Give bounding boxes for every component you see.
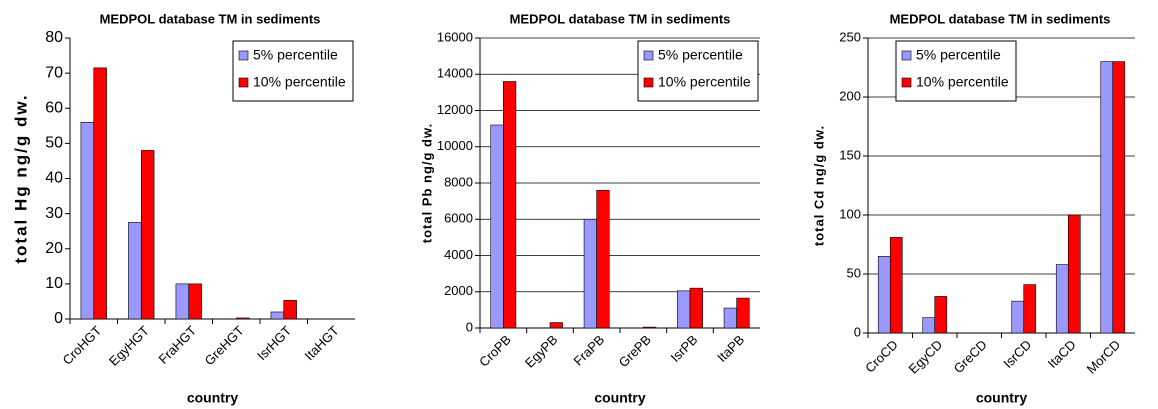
bar xyxy=(235,317,250,320)
bar xyxy=(549,322,563,329)
bar xyxy=(283,300,297,320)
bar xyxy=(175,283,190,320)
y-tick-label: 100 xyxy=(839,206,861,221)
y-tick-label: 10000 xyxy=(437,138,473,153)
legend-box xyxy=(895,40,1017,102)
y-tick-label: 8000 xyxy=(444,174,473,189)
bar xyxy=(1067,214,1081,334)
y-tick-label: 10 xyxy=(45,275,63,292)
y-tick-label: 50 xyxy=(847,265,861,280)
y-tick-label: 2000 xyxy=(444,283,473,298)
y-tick-label: 20 xyxy=(45,240,63,257)
x-axis-label: country xyxy=(594,390,646,406)
legend-label: 10% percentile xyxy=(658,74,751,90)
y-axis-label: total Pb ng/g dw. xyxy=(419,123,434,244)
bar xyxy=(1023,284,1037,334)
y-tick-label: 80 xyxy=(45,29,63,46)
x-tick-label: EgyPB xyxy=(522,332,561,371)
x-tick-label: EgyCD xyxy=(906,337,946,377)
bar xyxy=(889,237,903,334)
legend-swatch xyxy=(643,50,654,61)
x-tick-label: IsrHGT xyxy=(254,323,294,363)
legend-box xyxy=(637,40,759,102)
legend-label: 5% percentile xyxy=(658,47,743,63)
bar xyxy=(689,287,703,329)
bar xyxy=(736,297,750,329)
bar xyxy=(1112,61,1126,334)
x-tick-label: ItaHGT xyxy=(302,323,342,363)
y-tick-label: 70 xyxy=(45,64,63,81)
y-tick-label: 250 xyxy=(839,29,861,44)
legend-swatch xyxy=(238,50,249,61)
y-tick-label: 50 xyxy=(45,135,63,152)
legend-label: 10% percentile xyxy=(253,74,346,90)
x-tick-label: ItaPB xyxy=(714,332,747,365)
x-tick-label: GrePB xyxy=(616,332,654,370)
bar xyxy=(934,296,948,334)
legend-swatch xyxy=(901,77,912,88)
bar xyxy=(270,311,285,320)
x-tick-label: FraHGT xyxy=(155,323,199,367)
chart-title: MEDPOL database TM in sediments xyxy=(100,11,321,26)
x-tick-label: GreHGT xyxy=(201,323,246,368)
y-tick-label: 40 xyxy=(45,170,63,187)
x-axis-label: country xyxy=(976,390,1028,406)
bar xyxy=(80,122,95,320)
bar xyxy=(93,67,107,320)
legend-swatch xyxy=(901,50,912,61)
bar xyxy=(723,307,737,329)
y-tick-label: 200 xyxy=(839,88,861,103)
bar xyxy=(1100,61,1114,334)
bar xyxy=(922,317,936,334)
y-tick-label: 4000 xyxy=(444,247,473,262)
bar xyxy=(1055,264,1069,334)
x-tick-label: ItaCD xyxy=(1045,337,1079,371)
y-tick-label: 6000 xyxy=(444,211,473,226)
y-tick-label: 12000 xyxy=(437,102,473,117)
chart-title: MEDPOL database TM in sediments xyxy=(890,11,1111,26)
bar xyxy=(596,189,610,329)
y-axis-label: total Hg ng/g dw. xyxy=(11,93,30,263)
x-tick-label: CroPB xyxy=(476,332,514,370)
bar xyxy=(583,218,597,329)
legend-label: 5% percentile xyxy=(916,47,1001,63)
bar xyxy=(1011,300,1025,334)
x-tick-label: CroCD xyxy=(862,337,901,376)
y-tick-label: 30 xyxy=(45,205,63,222)
bar xyxy=(188,283,202,320)
legend-label: 10% percentile xyxy=(916,74,1009,90)
x-tick-label: EgyHGT xyxy=(106,323,152,369)
y-tick-label: 0 xyxy=(466,319,473,334)
y-tick-label: 150 xyxy=(839,147,861,162)
bar xyxy=(677,290,691,329)
x-tick-label: GreCD xyxy=(951,337,990,376)
bar xyxy=(643,326,657,329)
legend-label: 5% percentile xyxy=(253,47,338,63)
x-tick-label: MorCD xyxy=(1084,337,1124,377)
bar xyxy=(503,81,517,329)
bar xyxy=(490,124,504,329)
chart-title: MEDPOL database TM in sediments xyxy=(510,11,731,26)
legend-swatch xyxy=(643,77,654,88)
y-tick-label: 14000 xyxy=(437,66,473,81)
bar xyxy=(877,255,891,334)
y-axis-label: total Cd ng/g dw. xyxy=(811,125,826,246)
legend-swatch xyxy=(238,77,249,88)
x-tick-label: IsrPB xyxy=(667,332,700,365)
bar xyxy=(128,222,142,320)
x-tick-label: CroHGT xyxy=(59,323,104,368)
legend-box xyxy=(232,40,354,102)
y-tick-label: 0 xyxy=(854,324,861,339)
bar xyxy=(140,150,155,320)
y-tick-label: 60 xyxy=(45,99,63,116)
x-tick-label: FraPB xyxy=(571,332,608,369)
y-tick-label: 0 xyxy=(54,310,63,327)
x-axis-label: country xyxy=(187,390,239,406)
y-tick-label: 16000 xyxy=(437,29,473,44)
x-tick-label: IsrCD xyxy=(1000,337,1034,371)
